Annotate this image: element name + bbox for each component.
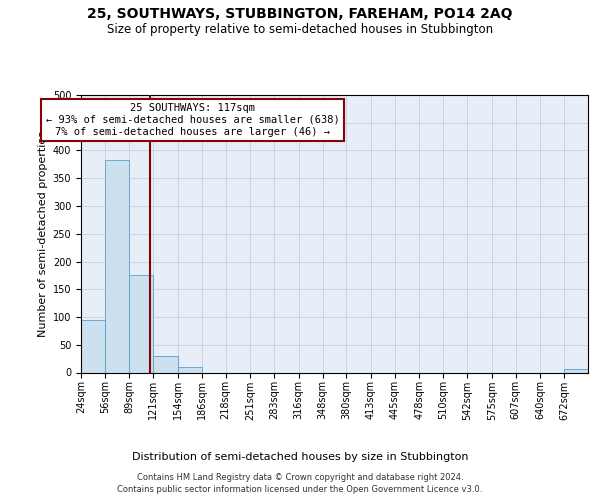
Bar	[564, 369, 588, 372]
Text: Contains HM Land Registry data © Crown copyright and database right 2024.
Contai: Contains HM Land Registry data © Crown c…	[118, 472, 482, 494]
Text: 25 SOUTHWAYS: 117sqm
← 93% of semi-detached houses are smaller (638)
7% of semi-: 25 SOUTHWAYS: 117sqm ← 93% of semi-detac…	[46, 104, 340, 136]
Bar	[130, 276, 154, 372]
Y-axis label: Number of semi-detached properties: Number of semi-detached properties	[38, 130, 49, 337]
Bar	[81, 320, 105, 372]
Bar	[178, 367, 202, 372]
Bar	[154, 356, 178, 372]
Text: Size of property relative to semi-detached houses in Stubbington: Size of property relative to semi-detach…	[107, 22, 493, 36]
Bar	[105, 160, 130, 372]
Text: Distribution of semi-detached houses by size in Stubbington: Distribution of semi-detached houses by …	[132, 452, 468, 462]
Text: 25, SOUTHWAYS, STUBBINGTON, FAREHAM, PO14 2AQ: 25, SOUTHWAYS, STUBBINGTON, FAREHAM, PO1…	[87, 8, 513, 22]
